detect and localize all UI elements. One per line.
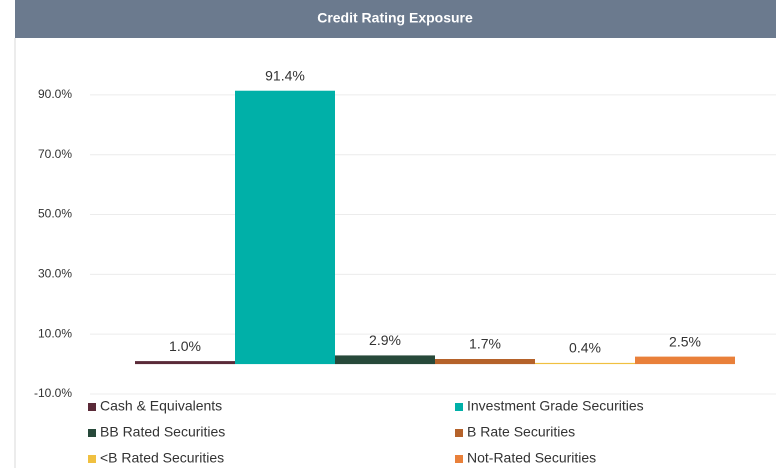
y-tick-label: 30.0% xyxy=(38,267,72,281)
bar xyxy=(635,356,735,365)
legend-label: BB Rated Securities xyxy=(100,424,225,440)
legend-label: Investment Grade Securities xyxy=(467,398,644,414)
data-label: 1.0% xyxy=(169,338,201,354)
data-label: 1.7% xyxy=(469,336,501,352)
legend-swatch xyxy=(455,403,463,411)
data-label: 91.4% xyxy=(265,67,305,83)
legend-swatch xyxy=(455,429,463,437)
data-label: 2.9% xyxy=(369,332,401,348)
chart-title: Credit Rating Exposure xyxy=(317,10,473,26)
data-label: 0.4% xyxy=(569,340,601,356)
bar xyxy=(235,90,335,365)
bar xyxy=(135,361,235,365)
y-tick-label: 50.0% xyxy=(38,207,72,221)
y-tick-label: 90.0% xyxy=(38,87,72,101)
data-label: 2.5% xyxy=(669,333,701,349)
legend-swatch xyxy=(455,455,463,463)
legend-swatch xyxy=(88,403,96,411)
bar xyxy=(535,362,635,365)
legend-label: Not-Rated Securities xyxy=(467,450,596,466)
legend-label: Cash & Equivalents xyxy=(100,398,222,414)
legend-swatch xyxy=(88,429,96,437)
legend-swatch xyxy=(88,455,96,463)
legend-label: B Rate Securities xyxy=(467,424,575,440)
y-tick-label: -10.0% xyxy=(34,386,72,400)
bar xyxy=(335,355,435,365)
y-tick-label: 70.0% xyxy=(38,147,72,161)
bar xyxy=(435,359,535,365)
title-bar xyxy=(15,0,776,38)
y-tick-label: 10.0% xyxy=(38,326,72,340)
legend-label: <B Rated Securities xyxy=(100,450,224,466)
